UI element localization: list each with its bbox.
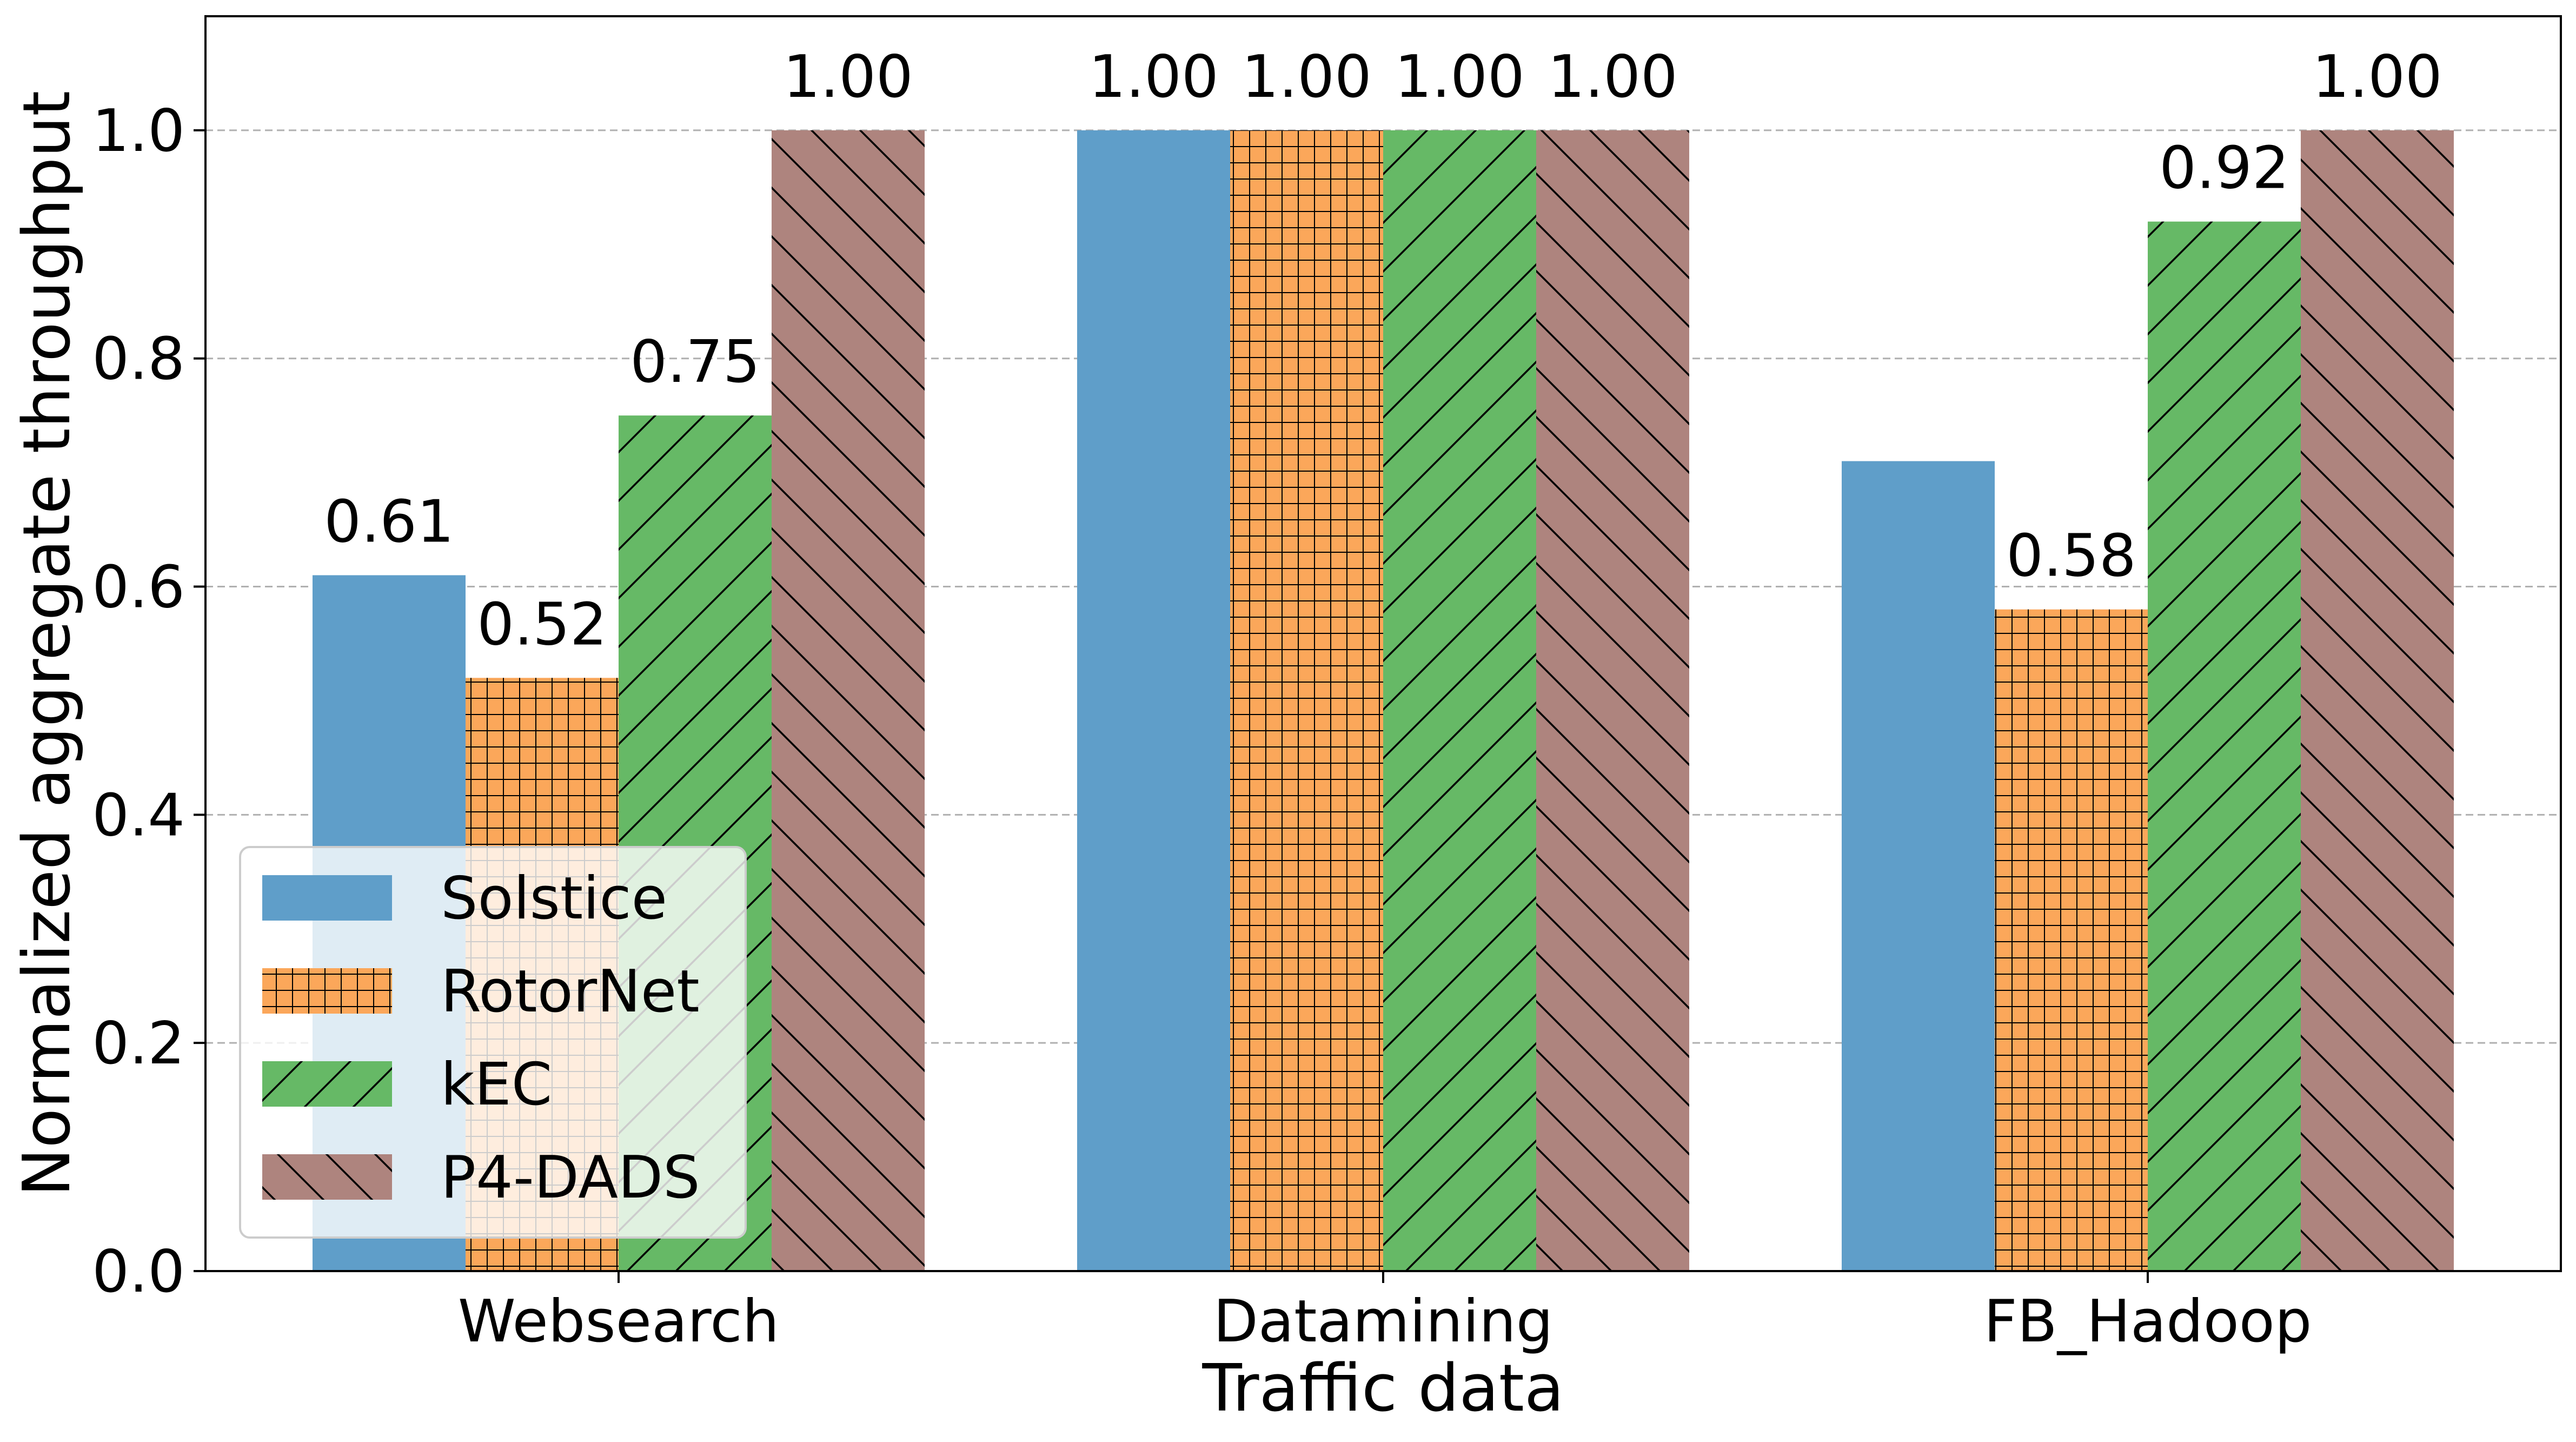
data-label: 0.92 xyxy=(2159,135,2289,202)
y-axis-title: Normalized aggregate throughput xyxy=(10,91,85,1197)
y-tick-label: 0.8 xyxy=(92,326,185,393)
bar-solstice-datamining xyxy=(1077,130,1230,1271)
y-tick-label: 0.6 xyxy=(92,554,185,621)
bar-hatch xyxy=(2148,221,2301,1271)
bar-hatch xyxy=(1383,130,1536,1271)
x-axis-title: Traffic data xyxy=(1202,1351,1564,1426)
legend-label: P4-DADS xyxy=(441,1144,700,1212)
data-label: 0.58 xyxy=(2006,522,2136,590)
y-tick-label: 0.0 xyxy=(92,1238,185,1306)
bar-hatch xyxy=(1230,130,1383,1271)
bar-hatch xyxy=(1536,130,1689,1271)
bar-hatch xyxy=(772,130,925,1271)
data-labels: 0.61 0.52 0.75 1.00 1.00 1.00 1.00 1.00 0.58 0.92… xyxy=(324,43,2442,658)
legend-swatch-hatch xyxy=(262,1154,392,1200)
y-tick-label: 0.4 xyxy=(92,782,185,849)
legend-box xyxy=(239,846,747,1239)
bar-hatch xyxy=(1995,609,2148,1271)
x-tick-label: Datamining xyxy=(1213,1288,1553,1355)
x-tick-label: Websearch xyxy=(458,1288,779,1355)
data-label: 1.00 xyxy=(1241,43,1371,111)
data-label: 1.00 xyxy=(783,43,913,111)
legend: Solstice RotorNet kEC P4-DADS xyxy=(239,846,747,1239)
bar-hatch xyxy=(2301,130,2454,1271)
data-label: 1.00 xyxy=(2312,43,2442,111)
data-label: 0.52 xyxy=(477,591,607,658)
x-tick-label: FB_Hadoop xyxy=(1984,1288,2312,1355)
y-axis-ticks: 0.0 0.2 0.4 0.6 0.8 1.0 xyxy=(92,97,205,1306)
data-label: 0.75 xyxy=(630,328,760,396)
legend-label: RotorNet xyxy=(441,958,700,1026)
data-label: 1.00 xyxy=(1395,43,1524,111)
x-axis-ticks: Websearch Datamining FB_Hadoop xyxy=(458,1271,2312,1355)
data-label: 1.00 xyxy=(1548,43,1677,111)
bar-solstice-fb_hadoop xyxy=(1842,461,1995,1272)
legend-label: Solstice xyxy=(441,865,667,932)
data-label: 1.00 xyxy=(1088,43,1218,111)
y-tick-label: 1.0 xyxy=(92,97,185,165)
legend-swatch xyxy=(262,875,392,921)
legend-label: kEC xyxy=(441,1051,552,1119)
legend-swatch-hatch xyxy=(262,968,392,1014)
data-label: 0.61 xyxy=(324,488,454,555)
legend-swatch-hatch xyxy=(262,1061,392,1107)
y-tick-label: 0.2 xyxy=(92,1010,185,1077)
